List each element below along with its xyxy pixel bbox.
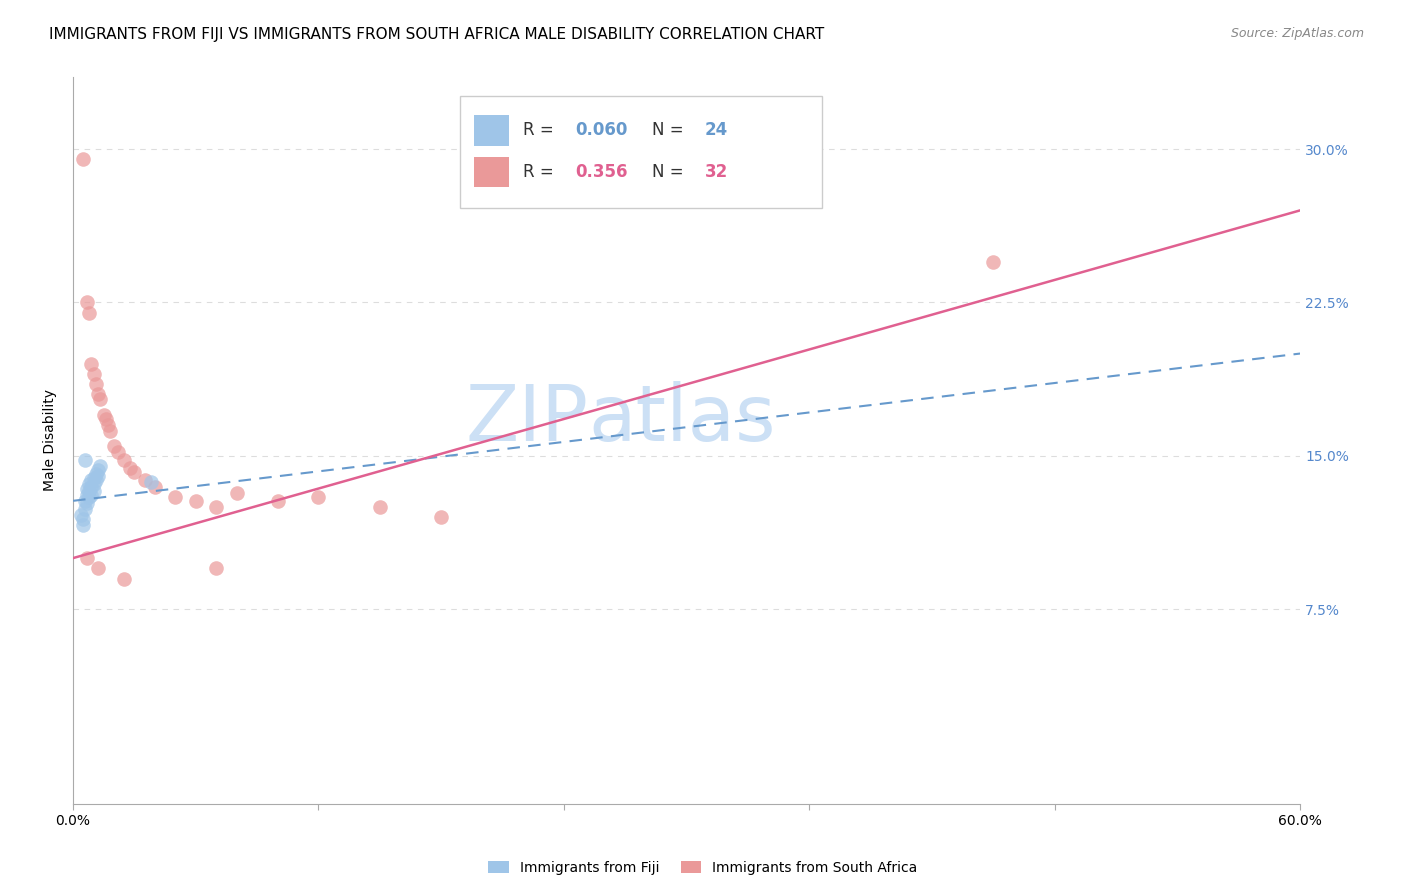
Point bbox=[83, 367, 105, 381]
Point bbox=[76, 496, 98, 510]
Point bbox=[75, 453, 97, 467]
Point bbox=[75, 502, 97, 516]
Point bbox=[86, 387, 108, 401]
Point bbox=[83, 477, 105, 491]
Point bbox=[120, 461, 142, 475]
Point bbox=[79, 483, 101, 498]
Point bbox=[84, 474, 107, 488]
Point bbox=[165, 490, 187, 504]
Text: 24: 24 bbox=[704, 121, 728, 139]
Point bbox=[98, 424, 121, 438]
Point bbox=[107, 444, 129, 458]
Point bbox=[70, 508, 93, 523]
Point bbox=[86, 561, 108, 575]
Point bbox=[80, 488, 103, 502]
Text: N =: N = bbox=[652, 163, 689, 181]
Point bbox=[94, 412, 117, 426]
Point bbox=[225, 485, 247, 500]
Point bbox=[143, 479, 166, 493]
Point bbox=[93, 408, 115, 422]
Point bbox=[76, 482, 98, 496]
Point bbox=[79, 490, 101, 504]
Text: N =: N = bbox=[652, 121, 689, 139]
Point bbox=[79, 477, 101, 491]
Text: atlas: atlas bbox=[589, 381, 776, 457]
FancyBboxPatch shape bbox=[460, 95, 821, 208]
Point bbox=[205, 500, 228, 514]
Point bbox=[84, 467, 107, 482]
Point bbox=[266, 493, 288, 508]
Point bbox=[80, 474, 103, 488]
Point bbox=[205, 561, 228, 575]
Legend: Immigrants from Fiji, Immigrants from South Africa: Immigrants from Fiji, Immigrants from So… bbox=[482, 855, 924, 880]
Point bbox=[112, 453, 135, 467]
Point bbox=[72, 518, 94, 533]
Point bbox=[76, 488, 98, 502]
Text: 0.060: 0.060 bbox=[575, 121, 627, 139]
Text: ZIP: ZIP bbox=[465, 381, 589, 457]
Point bbox=[72, 153, 94, 167]
Point bbox=[368, 500, 391, 514]
Point bbox=[75, 493, 97, 508]
Point bbox=[76, 551, 98, 566]
Text: R =: R = bbox=[523, 121, 560, 139]
Point bbox=[89, 458, 111, 473]
FancyBboxPatch shape bbox=[474, 157, 509, 187]
Point bbox=[86, 463, 108, 477]
Point bbox=[83, 471, 105, 485]
Point bbox=[103, 439, 125, 453]
Point bbox=[184, 493, 207, 508]
Text: R =: R = bbox=[523, 163, 560, 181]
Point bbox=[139, 475, 162, 490]
Text: Source: ZipAtlas.com: Source: ZipAtlas.com bbox=[1230, 27, 1364, 40]
Text: 0.356: 0.356 bbox=[575, 163, 627, 181]
Y-axis label: Male Disability: Male Disability bbox=[44, 390, 58, 491]
Point bbox=[97, 418, 120, 433]
Text: IMMIGRANTS FROM FIJI VS IMMIGRANTS FROM SOUTH AFRICA MALE DISABILITY CORRELATION: IMMIGRANTS FROM FIJI VS IMMIGRANTS FROM … bbox=[49, 27, 824, 42]
Point bbox=[89, 392, 111, 406]
Point bbox=[84, 377, 107, 392]
Point bbox=[79, 306, 101, 320]
Point bbox=[80, 479, 103, 493]
Point bbox=[83, 483, 105, 498]
FancyBboxPatch shape bbox=[474, 115, 509, 145]
Point bbox=[76, 295, 98, 310]
Point bbox=[86, 469, 108, 483]
Point bbox=[72, 512, 94, 526]
Point bbox=[134, 474, 156, 488]
Text: 32: 32 bbox=[704, 163, 728, 181]
Point bbox=[430, 510, 453, 524]
Point bbox=[308, 490, 330, 504]
Point bbox=[981, 254, 1004, 268]
Point bbox=[112, 572, 135, 586]
Point bbox=[124, 465, 146, 479]
Point bbox=[80, 357, 103, 371]
